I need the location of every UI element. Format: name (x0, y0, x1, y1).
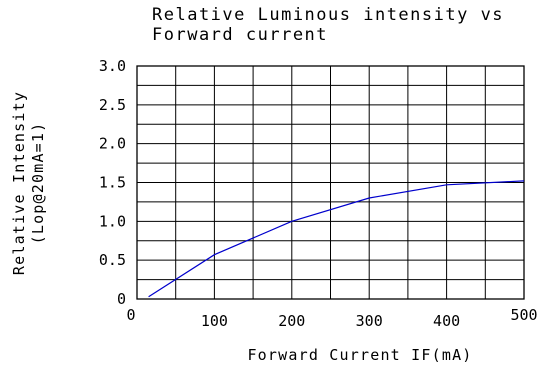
y-axis-label-line-1: Relative Intensity (10, 91, 28, 275)
x-tick-label: 100 (201, 312, 228, 330)
y-tick-label: 3.0 (99, 57, 126, 75)
x-tick-labels: 0 100 200 300 400 500 (126, 306, 537, 330)
x-tick-label: 200 (278, 312, 305, 330)
y-tick-labels: 0 0.5 1.0 1.5 2.0 2.5 3.0 (99, 57, 126, 308)
plot-frame (136, 65, 525, 300)
y-tick-label: 2.5 (99, 96, 126, 114)
chart-title-line-1: Relative Luminous intensity vs (152, 5, 504, 25)
x-tick-label: 0 (126, 306, 135, 324)
x-tick-label: 500 (510, 306, 537, 324)
y-axis-label-line-2: (Lop@20mA=1) (29, 122, 47, 245)
x-tick-label: 300 (356, 312, 383, 330)
y-tick-label: 0.5 (99, 251, 126, 269)
grid (137, 66, 524, 299)
y-tick-label: 0 (117, 290, 126, 308)
series-line (148, 180, 525, 298)
chart-title-line-2: Forward current (152, 25, 328, 45)
y-tick-label: 1.5 (99, 174, 126, 192)
y-tick-label: 1.0 (99, 212, 126, 230)
x-axis-label: Forward Current IF(mA) (247, 346, 472, 364)
x-tick-label: 400 (433, 312, 460, 330)
y-tick-label: 2.0 (99, 135, 126, 153)
